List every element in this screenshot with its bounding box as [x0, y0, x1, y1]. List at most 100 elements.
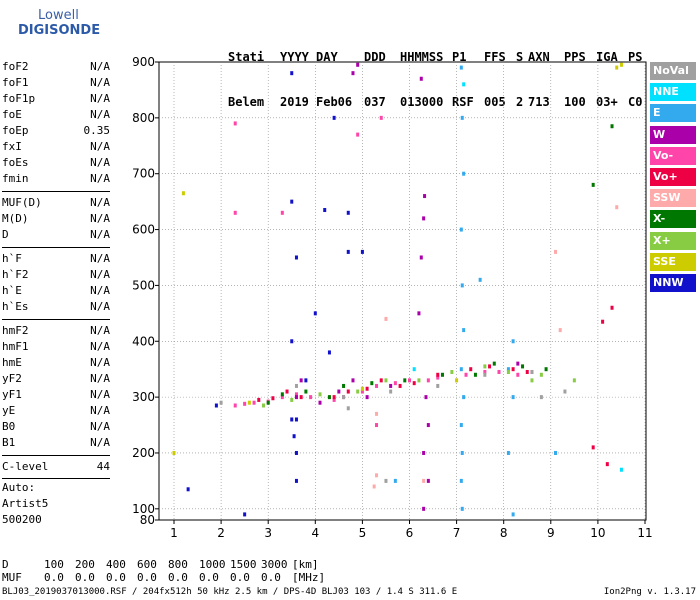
series-nnw — [186, 71, 364, 517]
data-point — [591, 445, 595, 450]
param-value: N/A — [90, 356, 110, 369]
data-point — [455, 378, 459, 383]
param-value: N/A — [90, 228, 110, 241]
row-value: 1500 — [230, 558, 257, 571]
param-separator — [2, 247, 110, 248]
data-point — [304, 389, 308, 394]
data-point — [247, 400, 251, 405]
header-value: 013000 — [400, 95, 444, 109]
legend-item-sse: SSE — [650, 252, 696, 271]
data-point — [462, 395, 466, 400]
data-point — [426, 478, 430, 483]
legend-item-nne: NNE — [650, 83, 696, 102]
data-point — [351, 71, 355, 76]
row-value: 100 — [44, 558, 64, 571]
data-point — [342, 395, 346, 400]
data-point — [393, 478, 397, 483]
param-name: foEs — [2, 156, 29, 169]
data-point — [506, 450, 510, 455]
distance-row: D 100 200 400 600 800 1000 1500 3000 [km] — [2, 558, 402, 571]
data-point — [483, 364, 487, 369]
data-point — [384, 316, 388, 321]
data-point — [417, 311, 421, 316]
data-point — [327, 350, 331, 355]
param-name: foF2 — [2, 60, 29, 73]
series-vo — [257, 305, 614, 467]
data-point — [398, 383, 402, 388]
data-point — [214, 403, 218, 408]
data-point — [462, 82, 466, 87]
auto-line: 500200 — [2, 513, 42, 526]
header-value: 100 — [564, 95, 586, 109]
data-point — [356, 389, 360, 394]
data-point — [384, 478, 388, 483]
data-point — [280, 395, 284, 400]
data-point — [436, 383, 440, 388]
x-tick-label: 7 — [453, 526, 461, 540]
data-point — [346, 406, 350, 411]
data-point — [365, 395, 369, 400]
data-point — [516, 361, 520, 366]
data-point — [558, 328, 562, 333]
data-point — [294, 450, 298, 455]
data-point — [460, 115, 464, 120]
data-point — [393, 381, 397, 386]
data-point — [478, 277, 482, 282]
param-separator — [2, 319, 110, 320]
data-point — [525, 369, 529, 374]
y-tick-label: 500 — [132, 278, 155, 292]
data-point — [554, 249, 558, 254]
data-point — [422, 216, 426, 221]
row-value: 0.0 — [168, 571, 188, 584]
param-value: N/A — [90, 252, 110, 265]
data-point — [294, 255, 298, 260]
param-value: N/A — [90, 420, 110, 433]
param-name: foEp — [2, 124, 29, 137]
data-point — [422, 450, 426, 455]
data-point — [290, 417, 294, 422]
x-tick-label: 10 — [590, 526, 605, 540]
data-point — [332, 395, 336, 400]
row-value: 400 — [106, 558, 126, 571]
y-tick-label: 900 — [132, 55, 155, 69]
data-point — [462, 171, 466, 176]
data-point — [419, 76, 423, 81]
data-point — [370, 381, 374, 386]
data-point — [539, 372, 543, 377]
data-point — [459, 478, 463, 483]
data-point — [511, 339, 515, 344]
data-point — [280, 210, 284, 215]
data-point — [419, 255, 423, 260]
param-value: N/A — [90, 268, 110, 281]
param-row: hmF2 N/A — [2, 324, 110, 339]
data-point — [294, 392, 298, 397]
data-point — [257, 397, 261, 402]
data-point — [346, 389, 350, 394]
data-point — [384, 378, 388, 383]
x-tick-label: 11 — [637, 526, 652, 540]
data-point — [304, 378, 308, 383]
param-name: h`F2 — [2, 268, 29, 281]
header-value: Feb06 — [316, 95, 353, 109]
x-tick-label: 5 — [359, 526, 367, 540]
x-tick-label: 8 — [500, 526, 508, 540]
legend-item-x: X+ — [650, 231, 696, 250]
series-sse — [172, 62, 623, 455]
param-row: foE N/A — [2, 108, 110, 123]
param-row: MUF(D) N/A — [2, 196, 110, 211]
row-value: 0.0 — [137, 571, 157, 584]
param-separator — [2, 455, 110, 456]
data-point — [563, 389, 567, 394]
data-point — [492, 361, 496, 366]
data-point — [544, 367, 548, 372]
data-point — [327, 395, 331, 400]
param-value: N/A — [90, 372, 110, 385]
y-tick-label: 600 — [132, 223, 155, 237]
data-point — [483, 372, 487, 377]
data-point — [459, 227, 463, 232]
data-point — [252, 400, 256, 405]
data-point — [539, 395, 543, 400]
header-label: DDD — [364, 50, 386, 64]
data-point — [488, 364, 492, 369]
